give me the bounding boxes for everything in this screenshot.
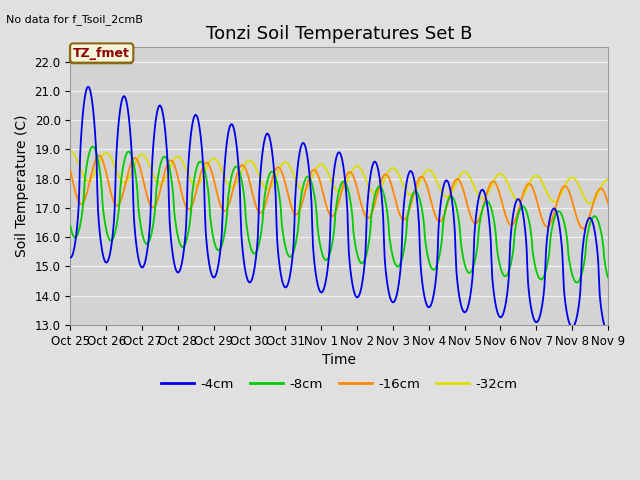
- X-axis label: Time: Time: [322, 353, 356, 367]
- Legend: -4cm, -8cm, -16cm, -32cm: -4cm, -8cm, -16cm, -32cm: [156, 372, 523, 396]
- Title: Tonzi Soil Temperatures Set B: Tonzi Soil Temperatures Set B: [206, 24, 472, 43]
- Text: TZ_fmet: TZ_fmet: [73, 47, 130, 60]
- Text: TZ_fmet: TZ_fmet: [73, 47, 130, 60]
- Y-axis label: Soil Temperature (C): Soil Temperature (C): [15, 115, 29, 257]
- Text: No data for f_Tsoil_2cmB: No data for f_Tsoil_2cmB: [6, 14, 143, 25]
